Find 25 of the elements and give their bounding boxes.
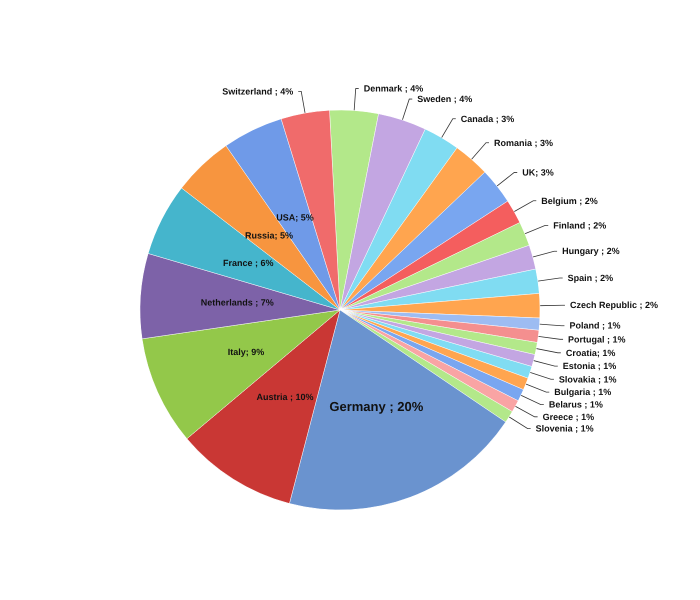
slice-label: Switzerland ; 4% [222,86,294,96]
slice-label: Hungary ; 2% [562,246,620,256]
slice-label: Austria ; 10% [256,392,314,402]
slice-label: France ; 6% [222,258,274,268]
slice-label: Slovenia ; 1% [536,424,594,434]
slice-label: Belgium ; 2% [541,196,598,206]
slice-label: Netherlands ; 7% [200,298,274,308]
slice-label: Italy; 9% [228,347,264,358]
slice-label: Spain ; 2% [568,272,614,283]
slice-label: Poland ; 1% [569,320,620,331]
slice-label: Romania ; 3% [494,138,554,148]
slice-label: Sweden ; 4% [417,94,472,104]
slice-label: Greece ; 1% [542,412,594,422]
slice-label: Portugal ; 1% [568,334,626,344]
slice-label: Canada ; 3% [460,114,514,124]
slice-label: Denmark ; 4% [364,84,424,94]
slice-label: Estonia ; 1% [562,361,616,372]
slice-label: Croatia; 1% [566,348,616,358]
slice-label: Belarus ; 1% [548,400,603,410]
slice-label: Finland ; 2% [553,220,606,230]
slice-label: UK; 3% [522,167,554,178]
slice-label: Bulgaria ; 1% [554,387,612,398]
slice-label: Slovakia ; 1% [558,374,616,384]
slice-label: Czech Republic ; 2% [570,300,658,310]
slice-label: Germany ; 20% [329,398,424,414]
